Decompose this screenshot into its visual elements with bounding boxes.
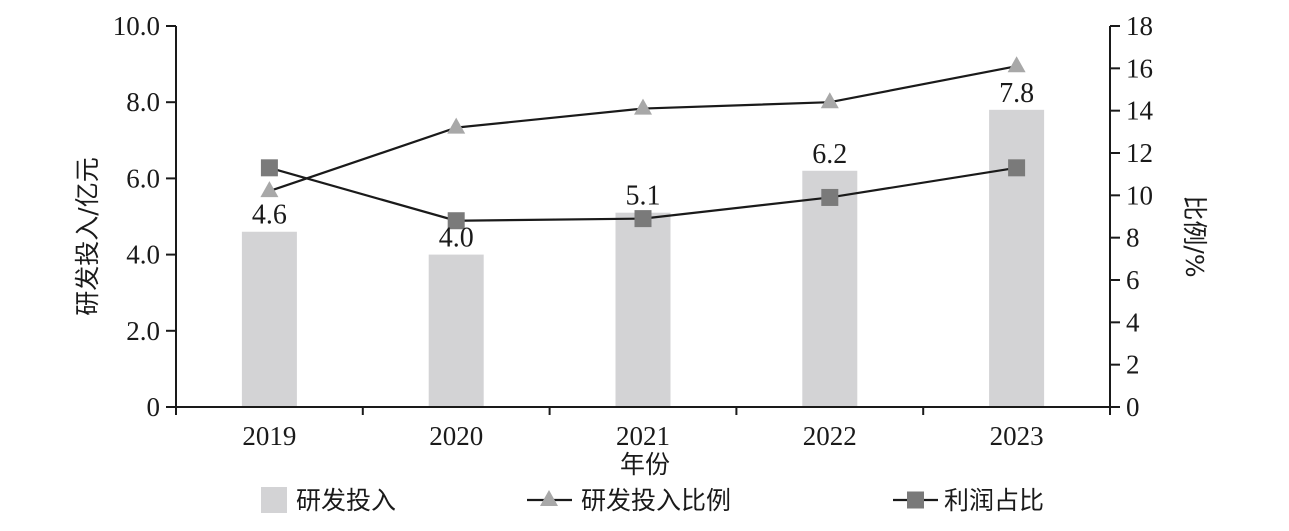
- triangle-marker-2021: [634, 98, 652, 115]
- triangle-marker-2020: [447, 117, 466, 134]
- left-tick-label: 2.0: [126, 316, 160, 346]
- left-tick-label: 4.0: [126, 240, 160, 270]
- legend-label-ratio: 研发投入比例: [581, 486, 731, 515]
- x-axis-title: 年份: [620, 450, 670, 479]
- bar-2019: [241, 231, 297, 407]
- left-tick-label: 8.0: [126, 87, 160, 117]
- legend: 研发投入 研发投入比例 利润占比: [261, 486, 1044, 515]
- bars-layer: [241, 109, 1045, 407]
- right-tick-label: 18: [1126, 11, 1153, 41]
- right-tick-label: 14: [1126, 96, 1154, 126]
- square-marker-2020: [447, 212, 465, 230]
- bar-data-label: 7.8: [999, 78, 1034, 109]
- x-tick-label: 2020: [429, 421, 483, 451]
- right-tick-label: 16: [1126, 53, 1153, 83]
- x-tick-label: 2021: [616, 421, 670, 451]
- x-tick-label: 2023: [990, 421, 1044, 451]
- right-tick-label: 2: [1126, 350, 1140, 380]
- left-tick-label: 0: [147, 392, 161, 422]
- right-tick-label: 12: [1126, 138, 1153, 168]
- line-rd-ratio: [269, 65, 1017, 193]
- triangle-marker-2022: [820, 92, 839, 109]
- legend-swatch-bar: [261, 487, 287, 513]
- labels-layer: 年份 研发投入/亿元 比例/% 4.6 4.0 5.1 6.2 7.8: [73, 78, 1209, 479]
- x-tick-label: 2019: [242, 421, 296, 451]
- triangle-marker-2023: [1007, 56, 1026, 73]
- right-tick-label: 4: [1126, 307, 1140, 337]
- square-marker-2023: [1008, 159, 1026, 177]
- square-marker-2019: [260, 159, 278, 177]
- bar-2023: [989, 109, 1045, 407]
- lines-layer: [260, 56, 1026, 230]
- bar-data-label: 4.6: [252, 200, 287, 231]
- right-tick-label: 8: [1126, 223, 1140, 253]
- x-tick-label: 2022: [803, 421, 857, 451]
- bar-data-label: 5.1: [626, 181, 661, 212]
- triangle-marker-2019: [260, 181, 279, 198]
- bar-2020: [428, 254, 484, 407]
- left-tick-label: 10.0: [113, 11, 160, 41]
- legend-label-rd: 研发投入: [296, 486, 396, 515]
- legend-square-marker: [907, 491, 924, 509]
- right-tick-label: 6: [1126, 265, 1140, 295]
- left-axis-title: 研发投入/亿元: [73, 157, 102, 315]
- square-marker-2022: [821, 188, 839, 206]
- bar-2022: [802, 170, 858, 407]
- right-tick-label: 0: [1126, 392, 1140, 422]
- bar-data-label: 6.2: [812, 139, 847, 170]
- bar-data-label: 4.0: [439, 223, 474, 254]
- axes-layer: 0 2.0 4.0 6.0 8.0 10.0 0 2 4 6 8 10 12 14 16 18 2019 2020…: [113, 11, 1154, 451]
- legend-label-profit: 利润占比: [944, 486, 1044, 515]
- right-axis-title: 比例/%: [1180, 195, 1209, 277]
- legend-triangle-marker: [540, 490, 558, 506]
- square-marker-2021: [634, 210, 652, 228]
- bar-2021: [615, 212, 671, 407]
- left-tick-label: 6.0: [126, 163, 160, 193]
- right-tick-label: 10: [1126, 180, 1153, 210]
